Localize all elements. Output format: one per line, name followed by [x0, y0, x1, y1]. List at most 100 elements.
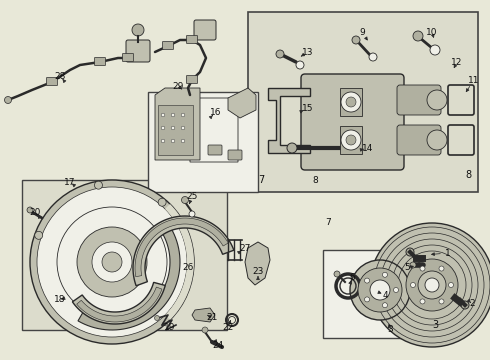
Circle shape — [420, 266, 425, 271]
Circle shape — [181, 197, 189, 203]
Polygon shape — [192, 308, 215, 322]
Circle shape — [27, 207, 33, 213]
FancyBboxPatch shape — [194, 20, 216, 40]
Circle shape — [4, 96, 11, 104]
Text: 7: 7 — [258, 175, 264, 185]
Circle shape — [341, 92, 361, 112]
Circle shape — [296, 61, 304, 69]
Polygon shape — [165, 204, 194, 320]
Text: 14: 14 — [362, 144, 374, 153]
Circle shape — [358, 268, 402, 312]
Polygon shape — [77, 287, 162, 322]
Circle shape — [393, 288, 398, 292]
Circle shape — [95, 181, 102, 189]
Text: 11: 11 — [468, 76, 480, 85]
Circle shape — [189, 211, 195, 217]
Circle shape — [461, 301, 469, 309]
Text: 15: 15 — [302, 104, 314, 113]
Circle shape — [276, 50, 284, 58]
Circle shape — [413, 31, 423, 41]
Bar — [248, 12, 478, 192]
Bar — [340, 88, 362, 116]
Polygon shape — [155, 88, 200, 160]
FancyBboxPatch shape — [397, 85, 441, 115]
Circle shape — [171, 126, 175, 130]
Circle shape — [341, 130, 361, 150]
Bar — [340, 126, 362, 154]
Circle shape — [439, 266, 444, 271]
Text: 1: 1 — [445, 248, 451, 257]
Text: 3: 3 — [387, 325, 393, 334]
Text: 18: 18 — [54, 296, 66, 305]
Circle shape — [418, 271, 446, 299]
Text: 9: 9 — [359, 27, 365, 36]
FancyBboxPatch shape — [122, 54, 133, 62]
Text: 6: 6 — [349, 274, 355, 283]
Circle shape — [425, 278, 439, 292]
Circle shape — [427, 130, 447, 150]
Bar — [22, 180, 227, 330]
FancyBboxPatch shape — [301, 74, 404, 170]
Circle shape — [439, 299, 444, 304]
Circle shape — [370, 223, 490, 347]
Circle shape — [161, 113, 165, 117]
Circle shape — [406, 248, 414, 256]
Circle shape — [382, 303, 388, 308]
Circle shape — [102, 252, 122, 272]
Circle shape — [420, 299, 425, 304]
Text: 5: 5 — [404, 264, 410, 273]
Text: 27: 27 — [239, 243, 251, 252]
FancyBboxPatch shape — [95, 58, 105, 66]
Polygon shape — [245, 242, 270, 285]
Circle shape — [411, 283, 416, 288]
Text: 23: 23 — [252, 267, 264, 276]
Text: 12: 12 — [451, 58, 463, 67]
Text: 25: 25 — [186, 192, 197, 201]
Circle shape — [365, 297, 369, 302]
FancyBboxPatch shape — [187, 36, 197, 44]
Circle shape — [92, 242, 132, 282]
Circle shape — [181, 113, 185, 117]
Text: 28: 28 — [54, 72, 66, 81]
Circle shape — [382, 272, 388, 277]
Circle shape — [132, 24, 144, 36]
Text: 3: 3 — [432, 320, 438, 330]
FancyBboxPatch shape — [228, 150, 242, 160]
Circle shape — [365, 278, 369, 283]
Polygon shape — [190, 98, 238, 162]
Circle shape — [352, 36, 360, 44]
Polygon shape — [135, 218, 228, 277]
FancyBboxPatch shape — [126, 40, 150, 62]
Text: 4: 4 — [382, 291, 388, 300]
Circle shape — [370, 280, 390, 300]
Text: 2: 2 — [469, 300, 475, 309]
Circle shape — [154, 315, 160, 320]
Circle shape — [202, 327, 208, 333]
Text: 16: 16 — [210, 108, 222, 117]
Circle shape — [161, 139, 165, 143]
Circle shape — [77, 227, 147, 297]
Text: 13: 13 — [302, 48, 314, 57]
Circle shape — [346, 135, 356, 145]
Circle shape — [35, 231, 43, 239]
Text: 10: 10 — [426, 27, 438, 36]
Bar — [323, 250, 438, 338]
Circle shape — [427, 90, 447, 110]
Circle shape — [346, 97, 356, 107]
Polygon shape — [228, 88, 256, 118]
Circle shape — [30, 180, 194, 344]
Circle shape — [287, 143, 297, 153]
Text: 29: 29 — [172, 81, 184, 90]
Bar — [158, 105, 193, 155]
FancyBboxPatch shape — [163, 41, 173, 50]
FancyBboxPatch shape — [397, 125, 441, 155]
Circle shape — [181, 126, 185, 130]
Circle shape — [350, 260, 410, 320]
Text: 21: 21 — [206, 314, 218, 323]
Circle shape — [410, 262, 416, 268]
Circle shape — [430, 45, 440, 55]
Text: 26: 26 — [182, 264, 194, 273]
Text: 24: 24 — [212, 341, 223, 350]
Bar — [148, 92, 258, 192]
Circle shape — [37, 187, 187, 337]
